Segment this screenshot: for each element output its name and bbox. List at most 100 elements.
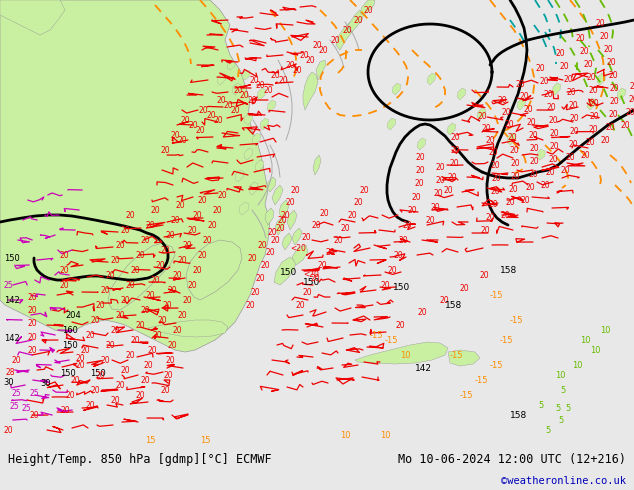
Text: 20: 20 [160,245,170,254]
Polygon shape [417,138,426,150]
Text: 20: 20 [481,123,491,132]
Text: 20: 20 [526,118,536,126]
Text: 150: 150 [4,253,20,263]
Text: 10: 10 [555,370,566,380]
Polygon shape [186,240,242,300]
Text: 20: 20 [353,197,363,206]
Text: 20: 20 [435,175,445,185]
Text: 20: 20 [435,163,445,172]
Polygon shape [0,0,270,352]
Text: 10: 10 [380,431,391,440]
Text: 20: 20 [213,116,223,124]
Polygon shape [427,73,436,85]
Text: 20: 20 [75,361,85,369]
Text: 20: 20 [480,270,489,279]
Polygon shape [448,350,480,366]
Text: 20: 20 [280,211,290,220]
Text: 20: 20 [430,202,440,212]
Text: 20: 20 [340,223,350,233]
Text: 20: 20 [239,91,249,99]
Text: 20: 20 [510,158,520,168]
Text: 20: 20 [490,187,500,196]
Text: 15: 15 [200,436,210,444]
Text: 20: 20 [160,146,170,154]
Polygon shape [265,208,274,225]
Polygon shape [282,233,292,250]
Text: 20: 20 [147,345,157,355]
Text: 20: 20 [317,261,327,270]
Text: 20: 20 [256,273,265,283]
Polygon shape [313,155,321,175]
Text: 20: 20 [28,345,37,355]
Text: 20: 20 [233,85,243,95]
Text: 20: 20 [580,150,590,160]
Text: 20: 20 [589,98,598,107]
Text: 20: 20 [565,152,575,162]
Text: <20: <20 [290,244,306,252]
Text: 20: 20 [247,96,257,104]
Polygon shape [108,243,175,310]
Polygon shape [244,148,253,160]
Text: -15: -15 [370,331,384,340]
Text: 20: 20 [290,186,300,195]
Text: 20: 20 [407,205,417,215]
Text: 20: 20 [28,305,37,315]
Polygon shape [0,0,65,35]
Text: 30: 30 [3,377,13,387]
Text: 20: 20 [216,96,226,104]
Text: 20: 20 [207,220,217,229]
Text: -15: -15 [510,316,524,324]
Text: 20: 20 [85,331,95,340]
Text: 25: 25 [12,389,22,397]
Text: 20: 20 [278,216,288,224]
Text: 20: 20 [140,305,150,315]
Text: 20: 20 [342,25,352,34]
Text: 20: 20 [302,288,312,296]
Text: 20: 20 [60,250,70,260]
Text: 20: 20 [223,100,233,109]
Polygon shape [267,100,276,112]
Text: 20: 20 [60,406,70,415]
Text: 20: 20 [515,79,525,89]
Text: 142: 142 [4,334,20,343]
Text: 20: 20 [265,247,275,256]
Text: 20: 20 [500,211,510,220]
Text: 20: 20 [488,199,498,209]
Text: 20: 20 [588,85,598,95]
Text: 150: 150 [90,368,106,377]
Polygon shape [347,10,364,32]
Text: 20: 20 [603,45,613,53]
Text: 20: 20 [501,107,511,117]
Text: 20: 20 [560,166,570,174]
Text: 150: 150 [280,268,297,276]
Text: 20: 20 [415,152,425,162]
Text: 20: 20 [177,311,187,319]
Text: 20: 20 [449,158,459,168]
Text: 20: 20 [312,220,321,229]
Text: 20: 20 [508,185,518,194]
Text: 20: 20 [447,172,457,181]
Text: 20: 20 [250,288,260,296]
Text: 20: 20 [60,266,70,274]
Text: 20: 20 [192,211,202,220]
Text: 158: 158 [445,300,462,310]
Text: 10: 10 [590,345,600,355]
Text: 20: 20 [249,75,259,84]
Text: 20: 20 [4,425,13,435]
Polygon shape [227,60,235,70]
Text: 20: 20 [505,197,515,206]
Polygon shape [597,73,606,85]
Text: 20: 20 [546,102,556,112]
Text: 10: 10 [580,336,590,344]
Polygon shape [255,160,264,172]
Text: 20: 20 [585,138,595,147]
Text: 20: 20 [90,316,100,324]
Text: 20: 20 [548,116,558,124]
Text: 20: 20 [608,109,618,119]
Polygon shape [244,113,253,125]
Text: 5: 5 [558,416,563,424]
Text: 20: 20 [152,331,162,340]
Text: 20: 20 [105,270,115,279]
Text: 20: 20 [539,76,549,85]
Text: 20: 20 [180,116,190,124]
